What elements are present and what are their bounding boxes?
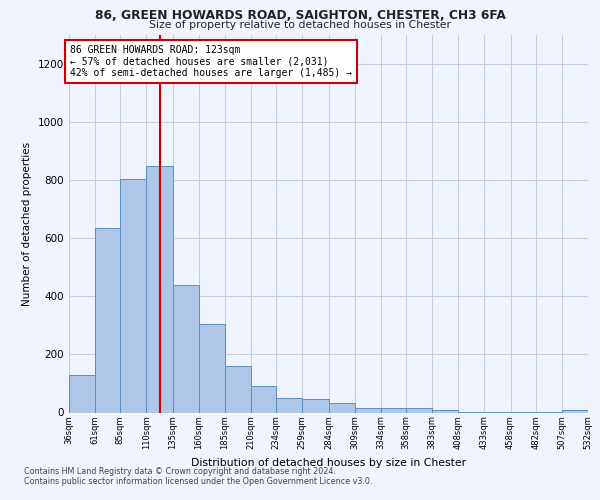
Bar (173, 284, 199, 412)
Y-axis label: Number of detached properties: Number of detached properties (22, 142, 32, 306)
Text: Contains HM Land Registry data © Crown copyright and database right 2024.: Contains HM Land Registry data © Crown c… (24, 467, 336, 476)
Bar (276, 398, 302, 412)
Bar (381, 408, 406, 412)
Bar (69, 375, 95, 412)
Text: Size of property relative to detached houses in Chester: Size of property relative to detached ho… (149, 20, 451, 30)
Bar (406, 408, 432, 412)
Bar (120, 178, 146, 412)
Bar (95, 228, 120, 412)
Bar (302, 400, 329, 412)
Bar (432, 410, 458, 412)
Text: 86 GREEN HOWARDS ROAD: 123sqm
← 57% of detached houses are smaller (2,031)
42% o: 86 GREEN HOWARDS ROAD: 123sqm ← 57% of d… (70, 45, 352, 78)
Bar (251, 386, 276, 412)
Bar (225, 366, 251, 412)
Bar (146, 166, 173, 412)
Bar (562, 410, 588, 412)
Bar (199, 324, 225, 412)
Text: 86, GREEN HOWARDS ROAD, SAIGHTON, CHESTER, CH3 6FA: 86, GREEN HOWARDS ROAD, SAIGHTON, CHESTE… (95, 9, 505, 22)
X-axis label: Distribution of detached houses by size in Chester: Distribution of detached houses by size … (191, 458, 466, 468)
Bar (329, 403, 355, 412)
Bar (355, 408, 381, 412)
Text: Contains public sector information licensed under the Open Government Licence v3: Contains public sector information licen… (24, 477, 373, 486)
